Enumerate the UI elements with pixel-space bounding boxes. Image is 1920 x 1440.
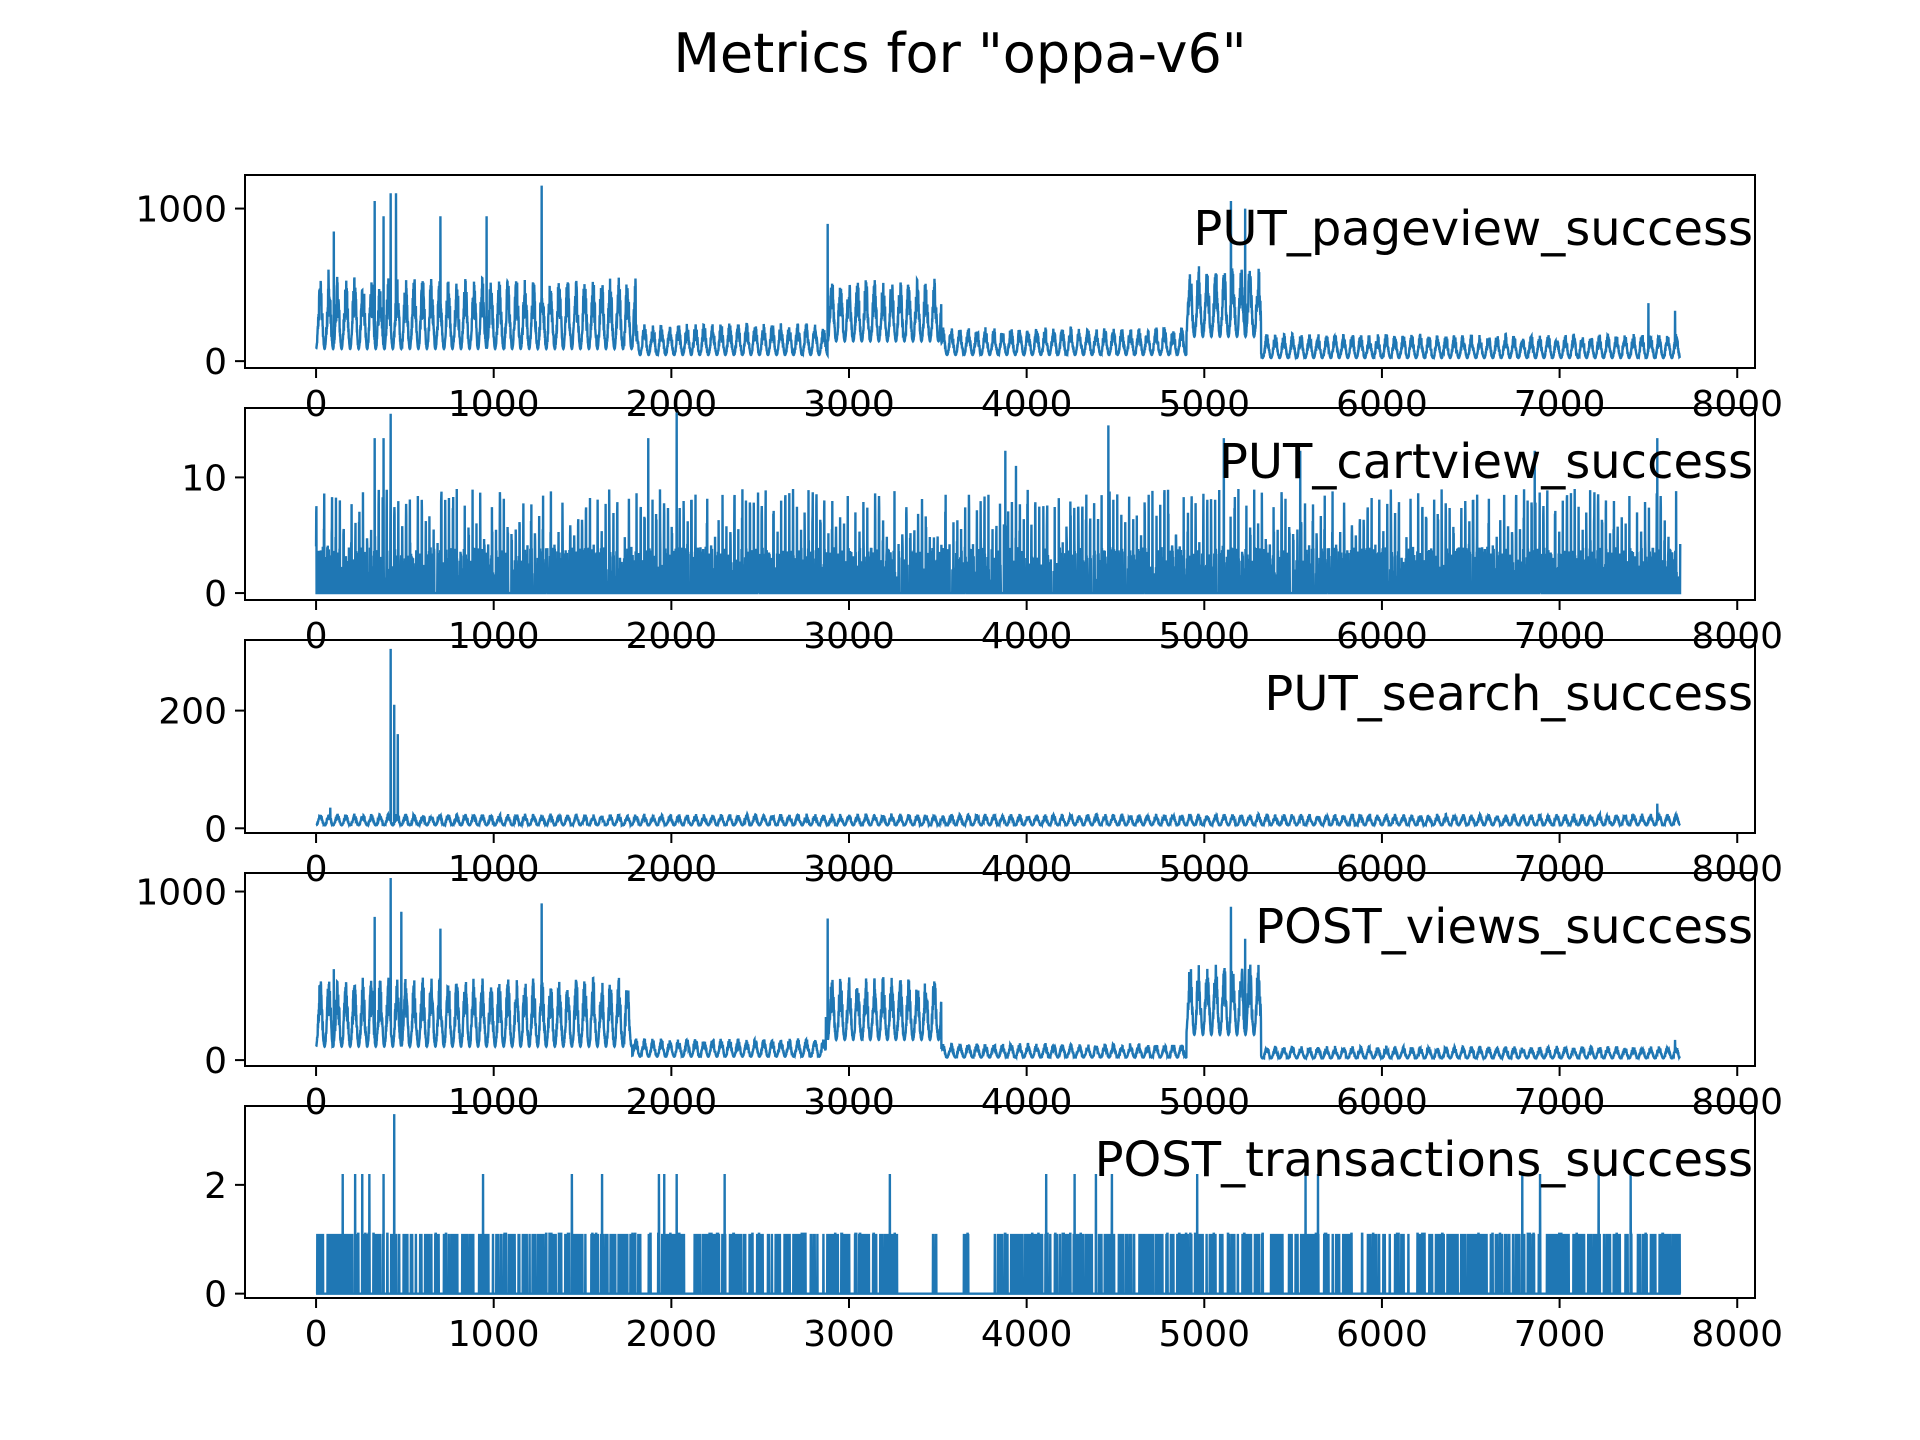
x-tick-label: 3000 — [803, 1314, 895, 1355]
x-tick-label: 4000 — [981, 1082, 1073, 1123]
subplot-5: 0 1000 2000 3000 4000 5000 6000 7000 8000 0 2 POST_… — [204, 1105, 1783, 1355]
x-tick-label: 4000 — [981, 1314, 1073, 1355]
x-tick-label: 1000 — [448, 384, 540, 425]
subplot-4: 0 1000 2000 3000 4000 5000 6000 7000 8000 0 1000 PO… — [135, 872, 1783, 1123]
series-label: POST_transactions_success — [1095, 1132, 1753, 1188]
x-tick-label: 5000 — [1158, 849, 1250, 890]
x-tick-label: 1000 — [448, 1314, 540, 1355]
x-tick-label: 6000 — [1336, 849, 1428, 890]
series-label: PUT_search_success — [1264, 666, 1753, 722]
x-tick-label: 1000 — [448, 849, 540, 890]
series-label: PUT_pageview_success — [1193, 201, 1753, 257]
x-tick-label: 7000 — [1514, 384, 1606, 425]
series-label: PUT_cartview_success — [1219, 434, 1753, 490]
y-tick-label: 0 — [204, 1275, 227, 1316]
x-tick-label: 3000 — [803, 1082, 895, 1123]
x-tick-label: 7000 — [1514, 1082, 1606, 1123]
series-line — [314, 412, 1682, 595]
x-tick-label: 8000 — [1691, 1082, 1783, 1123]
x-tick-label: 5000 — [1158, 1082, 1250, 1123]
x-tick-label: 6000 — [1336, 384, 1428, 425]
axes-frame — [244, 1105, 1756, 1299]
y-tick-label: 0 — [204, 574, 227, 615]
x-tick-label: 0 — [305, 384, 328, 425]
series-line — [315, 185, 1682, 361]
series-line — [315, 1114, 1682, 1295]
x-tick-label: 4000 — [981, 616, 1073, 657]
x-tick-label: 3000 — [803, 616, 895, 657]
x-tick-label: 0 — [305, 1082, 328, 1123]
x-tick-label: 5000 — [1158, 616, 1250, 657]
x-tick-label: 6000 — [1336, 1082, 1428, 1123]
subplot-3: 0 1000 2000 3000 4000 5000 6000 7000 8000 0 200 PUT… — [158, 639, 1783, 890]
x-tick-label: 7000 — [1514, 1314, 1606, 1355]
x-tick-label: 4000 — [981, 384, 1073, 425]
figure-title: Metrics for "oppa-v6" — [673, 22, 1246, 85]
x-tick-label: 7000 — [1514, 616, 1606, 657]
x-tick-label: 0 — [305, 849, 328, 890]
x-tick-label: 5000 — [1158, 384, 1250, 425]
y-tick-label: 2 — [204, 1166, 227, 1207]
x-tick-label: 3000 — [803, 384, 895, 425]
x-tick-label: 2000 — [626, 849, 718, 890]
x-tick-label: 6000 — [1336, 616, 1428, 657]
series-line — [315, 648, 1681, 829]
x-tick-label: 6000 — [1336, 1314, 1428, 1355]
x-tick-label: 2000 — [626, 384, 718, 425]
x-tick-label: 0 — [305, 1314, 328, 1355]
x-tick-label: 8000 — [1691, 616, 1783, 657]
x-tick-label: 5000 — [1158, 1314, 1250, 1355]
x-tick-label: 2000 — [626, 1314, 718, 1355]
series-line — [315, 878, 1681, 1062]
axes-frame — [244, 407, 1756, 601]
y-tick-label: 1000 — [135, 190, 227, 231]
x-tick-label: 4000 — [981, 849, 1073, 890]
subplot-1: 0 1000 2000 3000 4000 5000 6000 7000 8000 0 1000 PU… — [135, 174, 1783, 425]
x-tick-label: 3000 — [803, 849, 895, 890]
axes-frame — [244, 872, 1756, 1067]
x-tick-label: 7000 — [1514, 849, 1606, 890]
axes-frame — [244, 174, 1756, 369]
y-tick-label: 0 — [204, 342, 227, 383]
x-tick-label: 2000 — [626, 1082, 718, 1123]
x-tick-label: 8000 — [1691, 1314, 1783, 1355]
y-tick-label: 1000 — [135, 873, 227, 914]
x-tick-label: 8000 — [1691, 849, 1783, 890]
x-tick-label: 2000 — [626, 616, 718, 657]
axes-frame — [244, 639, 1756, 834]
subplot-2: 0 1000 2000 3000 4000 5000 6000 7000 8000 0 10 PUT_… — [181, 407, 1783, 657]
y-tick-label: 0 — [204, 1041, 227, 1082]
x-tick-label: 8000 — [1691, 384, 1783, 425]
x-tick-label: 1000 — [448, 616, 540, 657]
y-tick-label: 10 — [181, 458, 227, 499]
y-tick-label: 0 — [204, 809, 227, 850]
x-tick-label: 0 — [305, 616, 328, 657]
series-label: POST_views_success — [1255, 899, 1753, 955]
y-tick-label: 200 — [158, 692, 227, 733]
x-tick-label: 1000 — [448, 1082, 540, 1123]
